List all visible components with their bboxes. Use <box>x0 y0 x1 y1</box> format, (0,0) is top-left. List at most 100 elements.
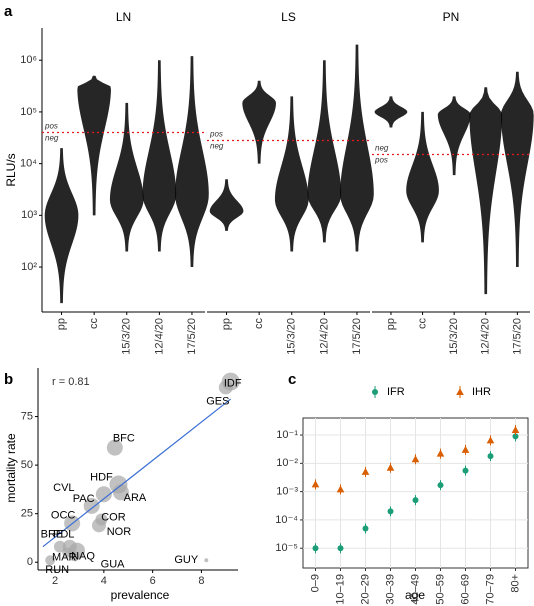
x-tick-label: 6 <box>150 575 156 587</box>
swarm <box>374 96 408 128</box>
swarm <box>109 102 144 252</box>
swarm <box>274 96 309 252</box>
panel-label: b <box>4 371 13 388</box>
swarm <box>209 179 244 231</box>
annotation: r = 0.81 <box>52 376 90 388</box>
x-tick-label: 20–29 <box>359 574 371 605</box>
y-tick-label: 75 <box>21 410 33 422</box>
y-tick-label: 10⁻⁴ <box>275 514 298 526</box>
marker <box>461 445 470 453</box>
marker <box>486 436 495 444</box>
marker <box>412 497 419 504</box>
y-tick-label: 10⁻² <box>276 457 298 469</box>
x-tick-label: 15/3/20 <box>448 318 460 355</box>
swarm <box>500 71 534 268</box>
y-tick-label: 10⁵ <box>20 106 37 118</box>
x-tick-label: 60–69 <box>459 574 471 605</box>
point-label: BRE <box>41 529 64 541</box>
point <box>95 486 112 503</box>
marker <box>311 480 320 488</box>
legend-label: IFR <box>387 386 405 398</box>
point-label: COR <box>101 511 126 523</box>
x-tick-label: 15/3/20 <box>286 318 298 355</box>
facet-title: LS <box>281 10 296 24</box>
point-label: OCC <box>51 509 76 521</box>
marker <box>437 482 444 489</box>
marker <box>372 389 378 395</box>
point-label: IDF <box>224 378 242 390</box>
y-tick-label: 10² <box>21 261 37 273</box>
swarm <box>44 148 79 304</box>
x-tick-label: cc <box>88 318 100 330</box>
marker <box>512 433 519 440</box>
swarm <box>340 44 374 252</box>
panel-label: c <box>288 371 296 388</box>
marker <box>487 453 494 460</box>
legend-label: IHR <box>472 386 491 398</box>
x-tick-label: 12/4/20 <box>153 318 165 355</box>
threshold-label: neg <box>45 134 59 143</box>
point <box>218 380 233 395</box>
marker <box>362 525 369 532</box>
marker <box>336 485 345 493</box>
swarm <box>469 87 503 295</box>
x-tick-label: cc <box>416 318 428 330</box>
x-tick-label: pp <box>385 318 397 330</box>
x-tick-label: pp <box>220 318 232 330</box>
point-label: NAQ <box>71 550 95 562</box>
y-tick-label: 10⁻¹ <box>276 429 298 441</box>
point-label: ARA <box>124 492 147 504</box>
x-tick-label: 2 <box>52 575 58 587</box>
x-tick-label: 17/5/20 <box>351 318 363 355</box>
marker <box>312 545 319 552</box>
y-tick-label: 10³ <box>21 209 37 221</box>
swarm <box>77 75 111 216</box>
x-tick-label: 4 <box>101 575 107 587</box>
marker <box>411 455 420 463</box>
threshold-label: pos <box>44 122 58 131</box>
panel-label: a <box>4 3 13 20</box>
x-tick-label: 30–39 <box>384 574 396 605</box>
x-tick-label: 15/3/20 <box>121 318 133 355</box>
y-tick-label: 0 <box>27 556 33 568</box>
fit-line <box>42 398 232 548</box>
marker <box>361 467 370 475</box>
point-label: PAC <box>73 493 95 505</box>
marker <box>337 545 344 552</box>
marker <box>456 388 464 395</box>
x-tick-label: pp <box>55 318 67 330</box>
threshold-label: neg <box>375 144 389 153</box>
point-label: BFC <box>113 433 135 445</box>
x-tick-label: cc <box>253 318 265 330</box>
x-tick-label: 10–19 <box>334 574 346 605</box>
x-tick-label: 0–9 <box>309 574 321 592</box>
y-tick-label: 50 <box>21 459 33 471</box>
threshold-label: pos <box>209 130 223 139</box>
threshold-label: pos <box>374 156 388 165</box>
point <box>53 540 66 553</box>
x-tick-label: 12/4/20 <box>480 318 492 355</box>
y-tick-label: 10⁻⁵ <box>275 542 298 554</box>
point-label: MAR <box>52 551 77 563</box>
y-tick-label: 10⁻³ <box>276 486 298 498</box>
x-tick-label: 70–79 <box>484 574 496 605</box>
point <box>204 558 209 563</box>
x-axis-title: age <box>405 588 425 602</box>
swarm <box>175 56 209 268</box>
point <box>45 555 56 566</box>
point-label: HDF <box>90 471 113 483</box>
x-tick-label: 17/5/20 <box>511 318 523 355</box>
x-axis-title: prevalence <box>111 588 170 602</box>
y-tick-label: 10⁶ <box>20 54 37 66</box>
x-tick-label: 40–49 <box>409 574 421 605</box>
point-label: NOR <box>107 526 132 538</box>
swarm <box>307 60 342 243</box>
point <box>69 551 80 562</box>
marker <box>386 463 395 471</box>
x-tick-label: 12/4/20 <box>318 318 330 355</box>
y-axis-title: mortality rate <box>4 433 18 503</box>
point-label: RUN <box>45 564 69 576</box>
swarm <box>437 96 471 176</box>
facet-title: PN <box>443 10 460 24</box>
